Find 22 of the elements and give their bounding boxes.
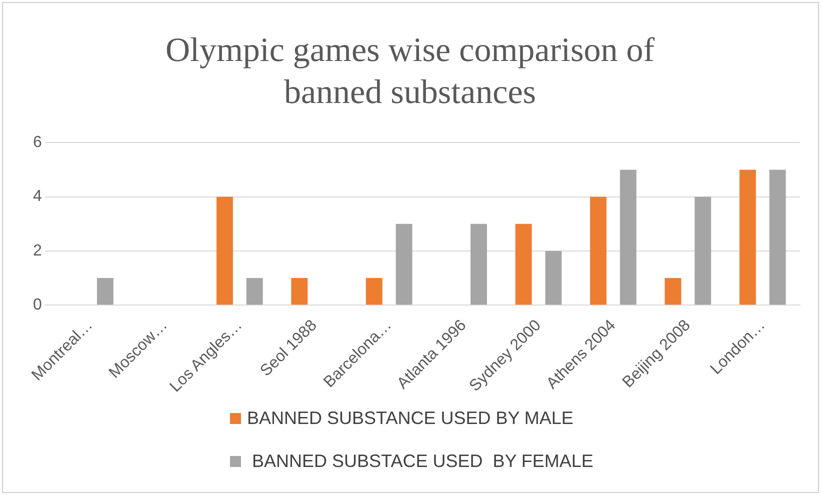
chart-title: Olympic games wise comparison of banned substances	[164, 31, 656, 113]
bar	[590, 196, 606, 305]
bar	[216, 196, 233, 305]
bar	[545, 250, 562, 305]
bar	[396, 224, 412, 305]
y-tick-label: 6	[32, 134, 42, 152]
legend-label: BANNED SUBSTACE USED BY FEMALE	[251, 451, 594, 472]
bar	[366, 278, 382, 305]
y-tick-label: 4	[32, 188, 42, 206]
bar	[769, 170, 786, 305]
bar	[664, 278, 682, 305]
legend-label: BANNED SUBSTANCE USED BY MALE	[247, 408, 574, 429]
bar	[246, 278, 263, 305]
bar	[515, 224, 532, 305]
bar	[739, 170, 756, 305]
y-tick-label: 0	[32, 296, 42, 314]
bar	[470, 224, 487, 305]
bar	[96, 278, 114, 305]
y-tick-label: 2	[32, 242, 42, 260]
bar	[694, 196, 712, 305]
bar	[620, 170, 636, 305]
bar	[291, 278, 308, 305]
